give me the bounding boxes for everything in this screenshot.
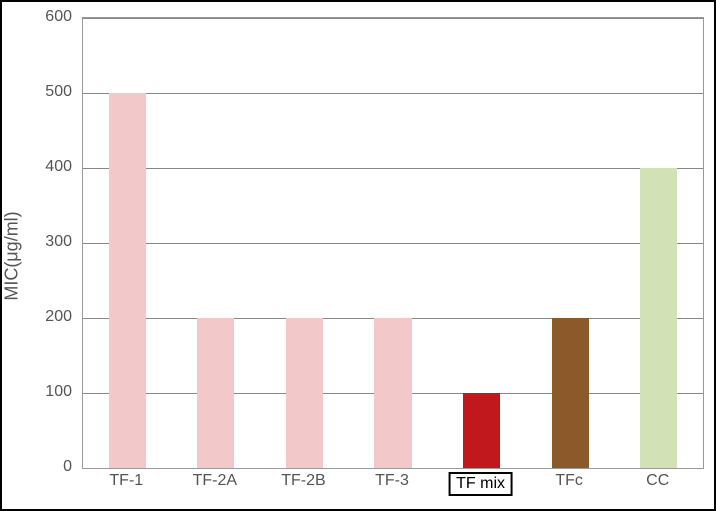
mic-bar-chart: MIC(μg/ml) 0 100 200 300 400 500 600 TF-1 TF-2A… <box>0 0 716 511</box>
bar-cc <box>640 168 677 468</box>
x-axis-labels: TF-1 TF-2A TF-2B TF-3 TF mix TFc CC <box>82 472 702 502</box>
y-tick-label: 600 <box>32 8 72 26</box>
y-tick-label: 500 <box>32 83 72 101</box>
x-label-tf-mix: TF mix <box>448 472 513 496</box>
bar-tf-2a <box>197 318 234 468</box>
x-label-tf-1: TF-1 <box>109 472 143 490</box>
bar-tfc <box>552 318 589 468</box>
x-label-tf-2a: TF-2A <box>193 472 237 490</box>
y-tick-label: 100 <box>32 383 72 401</box>
bar-tf-2b <box>286 318 323 468</box>
x-label-tfc: TFc <box>555 472 583 490</box>
y-axis-label: MIC(μg/ml) <box>2 211 23 300</box>
plot-area <box>82 17 704 469</box>
y-tick-label: 200 <box>32 308 72 326</box>
bar-tf-3 <box>374 318 411 468</box>
x-label-cc: CC <box>646 472 669 490</box>
x-label-tf-2b: TF-2B <box>281 472 325 490</box>
y-tick-label: 300 <box>32 233 72 251</box>
y-tick-label: 0 <box>32 458 72 476</box>
y-tick-label: 400 <box>32 158 72 176</box>
x-label-tf-3: TF-3 <box>375 472 409 490</box>
bar-tf-mix <box>463 393 500 468</box>
bars-group <box>83 18 703 468</box>
bar-tf-1 <box>109 93 146 468</box>
